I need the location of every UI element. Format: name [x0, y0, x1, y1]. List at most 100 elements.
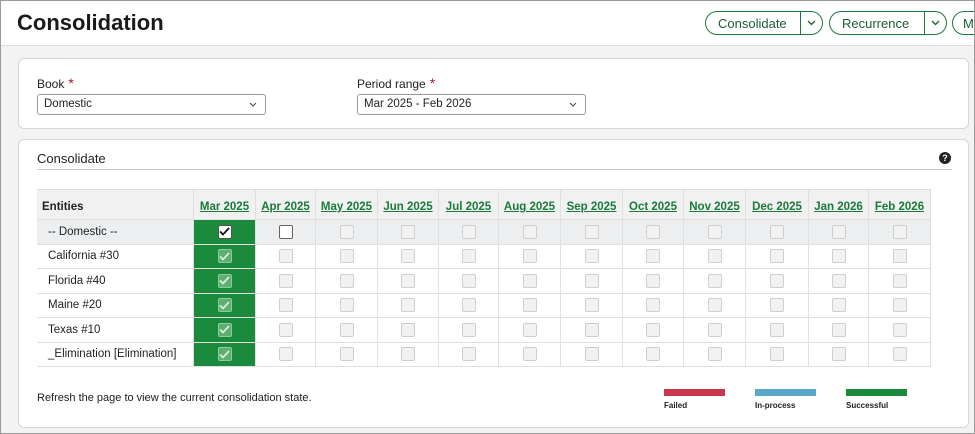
checkbox	[278, 273, 293, 288]
consolidate-button[interactable]: Consolidate	[705, 11, 823, 35]
checkbox	[831, 347, 846, 362]
legend-swatch	[846, 389, 907, 396]
checkbox	[707, 347, 722, 362]
checkbox	[461, 224, 476, 239]
checkbox	[217, 249, 232, 264]
checkbox	[339, 249, 354, 264]
select-value: Domestic	[44, 98, 92, 110]
table-header-bg	[37, 189, 931, 220]
checkbox-cell	[684, 244, 746, 269]
checkbox-cell	[256, 318, 316, 343]
checkbox	[707, 322, 722, 337]
checkbox-cell	[378, 269, 439, 294]
column-header-link[interactable]: May 2025	[316, 189, 378, 220]
checkbox	[522, 298, 537, 313]
checkbox	[770, 249, 784, 264]
column-header-link[interactable]: Oct 2025	[623, 189, 684, 220]
legend-item: In-process	[755, 389, 835, 414]
filter-card: Book * Domestic Period range * Mar 2025 - …	[18, 58, 969, 129]
checkbox-cell	[623, 342, 684, 367]
checkbox	[831, 249, 846, 264]
entity-name: California #30	[37, 244, 194, 269]
checkbox	[461, 249, 476, 264]
field-label: Book *	[37, 75, 74, 91]
label-text: Book	[37, 77, 65, 91]
column-header-link[interactable]: Sep 2025	[561, 189, 623, 220]
checkbox	[831, 224, 846, 239]
checkbox-cell	[439, 269, 499, 294]
entity-name: Texas #10	[37, 318, 194, 343]
checkbox-cell	[499, 293, 561, 318]
checkbox	[522, 273, 537, 288]
checkbox-cell	[256, 293, 316, 318]
checkbox	[217, 298, 232, 313]
checkbox-cell	[746, 318, 809, 343]
checkbox-cell	[316, 342, 378, 367]
column-header: Entities	[37, 189, 194, 220]
check-icon	[219, 227, 230, 237]
checkbox-cell	[623, 318, 684, 343]
checkbox	[584, 347, 599, 362]
entity-name: -- Domestic --	[37, 220, 194, 245]
more-button[interactable]: M	[952, 11, 974, 35]
checkbox-cell	[499, 269, 561, 294]
checkbox-cell	[684, 220, 746, 245]
checkbox	[646, 249, 660, 264]
column-header-link[interactable]: Jan 2026	[809, 189, 869, 220]
checkbox-cell	[378, 342, 439, 367]
checkbox-cell	[746, 244, 809, 269]
period-select[interactable]: Mar 2025 - Feb 2026	[357, 94, 586, 115]
checkbox-cell	[561, 318, 623, 343]
legend-label: In-process	[755, 401, 796, 410]
checkbox	[278, 249, 293, 264]
column-header-link[interactable]: Mar 2025	[194, 189, 256, 220]
checkbox-cell	[869, 318, 931, 343]
checkbox	[339, 322, 354, 337]
recurrence-button[interactable]: Recurrence	[829, 11, 947, 35]
checkbox-cell	[439, 342, 499, 367]
column-header-link[interactable]: Dec 2025	[746, 189, 809, 220]
column-header-link[interactable]: Aug 2025	[499, 189, 561, 220]
dropdown-toggle[interactable]	[800, 12, 822, 34]
select-value: Mar 2025 - Feb 2026	[364, 98, 472, 110]
checkbox-cell	[194, 293, 256, 318]
checkbox-cell	[809, 293, 869, 318]
checkbox	[278, 322, 293, 337]
checkbox-cell	[256, 342, 316, 367]
checkbox	[770, 322, 784, 337]
entity-name: _Elimination [Elimination]	[37, 342, 194, 367]
checkbox-cell	[378, 220, 439, 245]
column-header-link[interactable]: Feb 2026	[869, 189, 931, 220]
column-header-link[interactable]: Jun 2025	[378, 189, 439, 220]
checkbox-cell	[809, 342, 869, 367]
column-header-link[interactable]: Jul 2025	[439, 189, 499, 220]
checkbox[interactable]	[278, 224, 293, 239]
help-icon[interactable]: ?	[939, 152, 951, 164]
checkbox-cell	[561, 293, 623, 318]
check-icon	[219, 301, 230, 310]
book-select[interactable]: Domestic	[37, 94, 266, 115]
checkbox	[707, 224, 722, 239]
checkbox	[217, 322, 232, 337]
checkbox-cell	[746, 220, 809, 245]
checkbox-cell	[256, 220, 316, 245]
checkbox	[278, 298, 293, 313]
checkbox-cell	[809, 269, 869, 294]
checkbox-cell	[439, 293, 499, 318]
dropdown-toggle[interactable]	[924, 12, 946, 34]
checkbox[interactable]	[217, 224, 232, 239]
checkbox-cell	[499, 342, 561, 367]
checkbox-cell	[869, 244, 931, 269]
column-header-link[interactable]: Nov 2025	[684, 189, 746, 220]
checkbox-cell	[499, 318, 561, 343]
button-label: Consolidate	[718, 15, 787, 31]
checkbox-cell	[561, 244, 623, 269]
header: Consolidation Consolidate Recurrence M	[1, 1, 974, 46]
footer-note: Refresh the page to view the current con…	[37, 392, 312, 404]
checkbox	[339, 273, 354, 288]
check-icon	[219, 276, 230, 286]
column-header-link[interactable]: Apr 2025	[256, 189, 316, 220]
checkbox	[831, 322, 846, 337]
checkbox	[646, 322, 660, 337]
checkbox-cell	[316, 293, 378, 318]
